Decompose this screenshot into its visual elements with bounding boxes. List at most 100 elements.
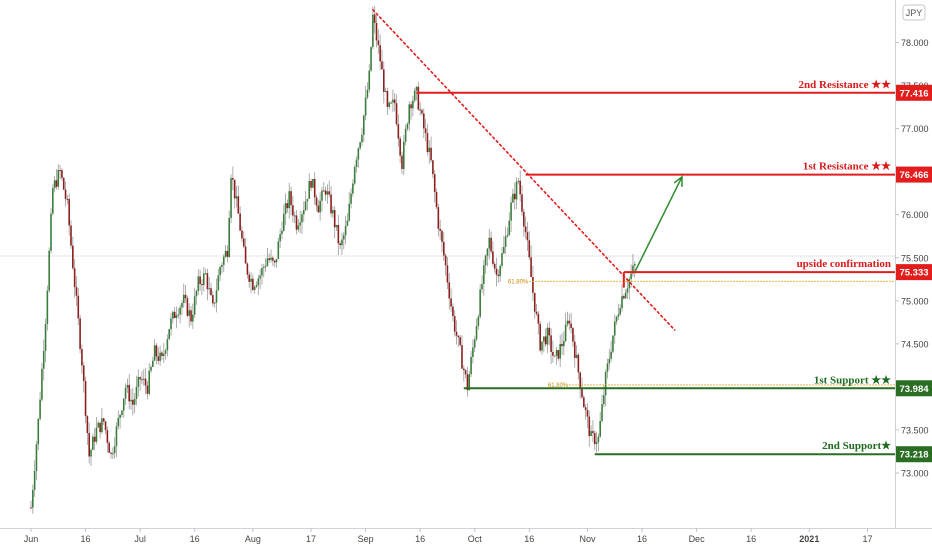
candle-body — [101, 418, 103, 433]
price-badge-label: 77.416 — [899, 88, 928, 99]
candle-body — [108, 442, 110, 453]
candle-body — [157, 356, 160, 361]
candle-body — [202, 273, 205, 286]
candle-body — [346, 220, 349, 226]
candle-body — [479, 289, 481, 317]
candle-body — [268, 258, 271, 260]
candle-body — [361, 134, 363, 143]
candle-body — [368, 70, 371, 90]
candle-body — [35, 444, 38, 471]
candle-body — [402, 141, 405, 169]
candle-body — [84, 381, 87, 417]
candle-body — [546, 327, 549, 345]
candle-body — [473, 339, 476, 348]
candle-body — [279, 234, 281, 242]
currency-badge[interactable]: JPY — [902, 4, 926, 21]
candle-body — [424, 128, 427, 134]
candle-body — [386, 90, 389, 107]
candle-body — [166, 339, 169, 351]
candle-body — [350, 193, 352, 204]
candle-body — [306, 198, 309, 202]
y-tick-label: 75.000 — [901, 296, 929, 306]
candle-body — [579, 372, 581, 389]
candle-body — [121, 410, 123, 415]
candle-body — [355, 159, 358, 168]
candle-body — [441, 230, 443, 242]
candle-body — [32, 489, 34, 508]
candle-body — [75, 287, 78, 296]
candle-body — [68, 199, 70, 226]
candle-body — [453, 316, 456, 332]
candle-body — [233, 179, 236, 199]
candle-body — [52, 188, 54, 214]
candle-body — [297, 225, 300, 230]
x-tick-label: Jul — [134, 534, 146, 544]
candle-body — [181, 303, 183, 308]
candle-body — [457, 335, 460, 338]
candle-body — [210, 288, 212, 296]
candle-body — [357, 148, 360, 160]
candle-body — [608, 358, 611, 364]
candle-body — [119, 414, 121, 418]
candle-body — [324, 190, 327, 195]
candle-body — [373, 14, 376, 23]
candle-body — [437, 207, 440, 229]
candle-body — [61, 170, 63, 178]
candle-body — [539, 323, 541, 351]
candle-body — [406, 123, 409, 129]
candle-body — [257, 278, 260, 286]
candle-body — [335, 224, 338, 228]
level-lines: 2nd Resistance ★★ 1st Resistance ★★ upside… — [416, 79, 895, 456]
candle-body — [79, 318, 81, 350]
candle-body — [301, 214, 303, 223]
candle-body — [137, 377, 140, 387]
candle-body — [413, 90, 416, 101]
candle-body — [135, 386, 138, 399]
price-badge — [896, 446, 932, 463]
candle-body — [92, 436, 94, 450]
candle-body — [124, 387, 127, 399]
candle-body — [159, 352, 161, 361]
candle-body — [613, 321, 616, 336]
candle-body — [62, 177, 65, 190]
candle-body — [42, 350, 45, 369]
price-badge-label: 73.984 — [899, 384, 929, 395]
candle-body — [215, 290, 218, 303]
candle-body — [628, 279, 631, 289]
candle-body — [513, 193, 516, 200]
candle-body — [162, 353, 165, 356]
candle-body — [384, 90, 387, 92]
candle-body — [275, 258, 278, 263]
candle-body — [342, 235, 345, 240]
candle-body — [97, 422, 100, 428]
candle-body — [77, 295, 80, 319]
candle-body — [563, 341, 565, 347]
candle-body — [348, 203, 351, 221]
candle-body — [550, 335, 552, 352]
candle-body — [139, 377, 141, 380]
projection-arrow-head — [673, 175, 683, 187]
candle-body — [292, 205, 294, 216]
candle-body — [150, 366, 152, 371]
candle-body — [286, 203, 289, 209]
candle-body — [208, 288, 211, 290]
candle-body — [206, 273, 209, 290]
price-badge-label: 73.218 — [899, 450, 928, 461]
candle-body — [224, 250, 227, 257]
candle-body — [615, 316, 618, 322]
candle-body — [572, 328, 574, 342]
candle-body — [619, 308, 621, 315]
candle-body — [632, 265, 634, 274]
candle-body — [555, 349, 558, 356]
candle-body — [70, 225, 72, 246]
candle-body — [177, 314, 180, 316]
candle-body — [241, 230, 243, 239]
candle-body — [495, 268, 498, 275]
candle-body — [232, 178, 234, 180]
x-tick-label: 2021 — [799, 534, 819, 544]
candle-body — [213, 302, 216, 304]
candle-body — [288, 191, 291, 209]
price-badge — [896, 380, 932, 397]
time-axis[interactable]: Jun 16 Jul 16 Aug 17 Sep 16 Oct 16 Nov 16 Dec 16 2021 1… — [0, 528, 932, 544]
